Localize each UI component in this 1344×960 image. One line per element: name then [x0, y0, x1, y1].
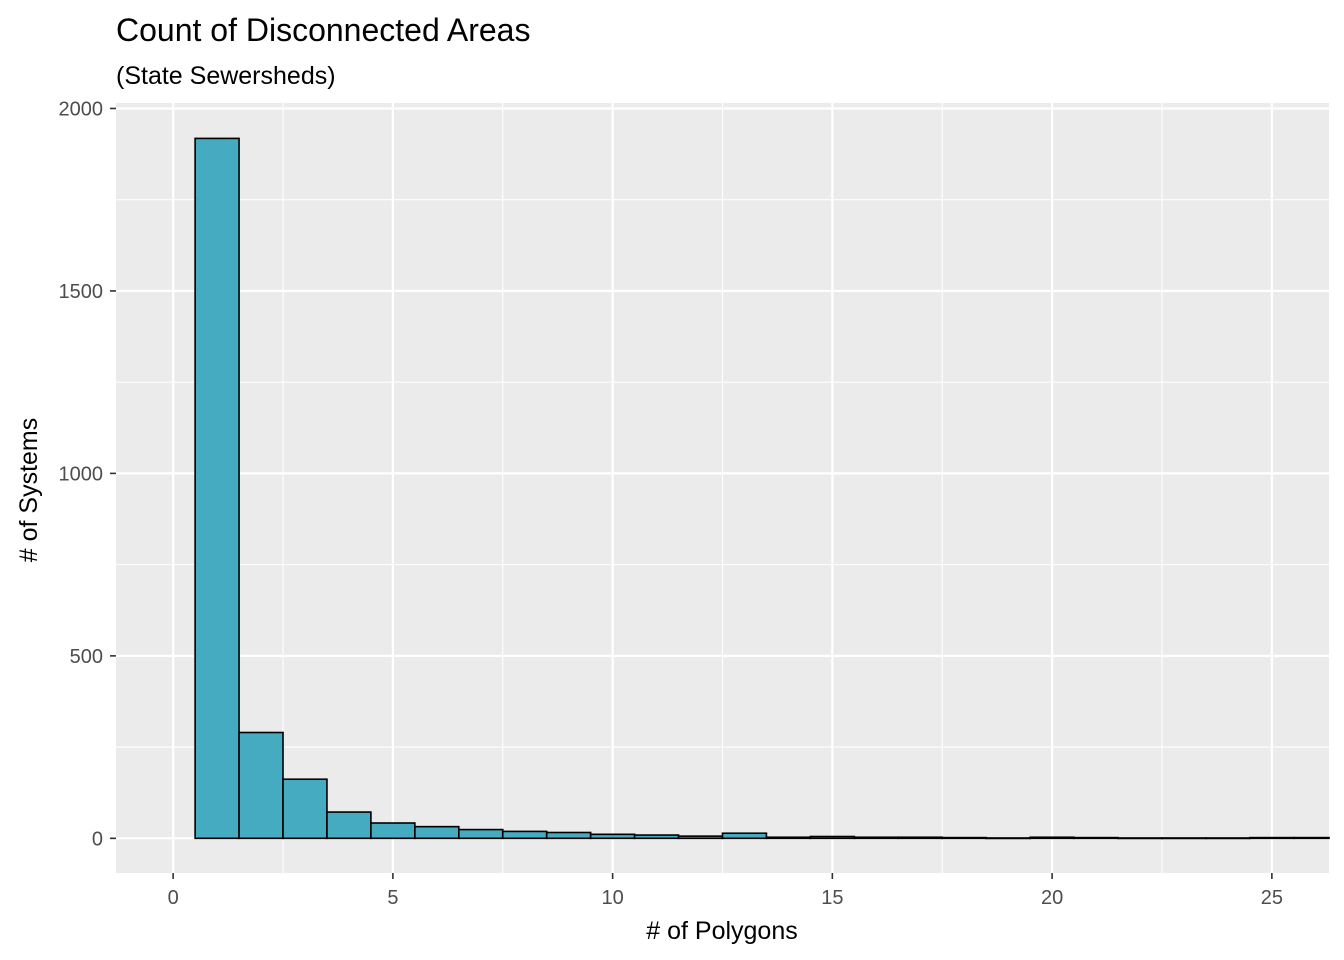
- histogram-bar: [897, 836, 944, 840]
- histogram-bar: [282, 778, 328, 840]
- histogram-bar: [1205, 837, 1251, 840]
- histogram-bar: [1029, 836, 1075, 840]
- minor-gridlines: [116, 103, 1329, 873]
- x-tick-label: 0: [168, 887, 179, 909]
- y-axis: 0 500 1000 1500 2000: [59, 98, 116, 850]
- y-tick-label: 1500: [59, 281, 104, 303]
- y-tick-label: 2000: [59, 98, 104, 120]
- histogram-bar: [985, 837, 1031, 840]
- histogram-bar: [501, 830, 548, 840]
- histogram-bar: [677, 835, 724, 840]
- y-tick-label: 1000: [59, 463, 104, 485]
- histogram-bar: [1073, 836, 1119, 840]
- chart-title: Count of Disconnected Areas: [116, 12, 530, 48]
- histogram-bars: [194, 137, 1330, 840]
- histogram-bar: [1117, 837, 1163, 840]
- x-tick-label: 15: [821, 887, 843, 909]
- histogram-bar: [853, 836, 900, 840]
- x-axis-title: # of Polygons: [646, 917, 798, 945]
- histogram-bar: [414, 825, 460, 840]
- histogram-bar: [589, 833, 636, 840]
- histogram-bar: [765, 836, 812, 840]
- x-tick-label: 5: [387, 887, 398, 909]
- histogram-bar: [458, 828, 504, 840]
- histogram-bar: [1249, 836, 1295, 840]
- x-tick-label: 10: [602, 887, 624, 909]
- histogram-bar: [326, 811, 372, 840]
- histogram-bar: [1293, 836, 1330, 840]
- histogram-bar: [809, 835, 856, 840]
- x-axis: 0 5 10 15 20 25: [168, 873, 1283, 909]
- histogram-bar: [633, 834, 680, 840]
- histogram-bar: [1161, 837, 1207, 840]
- histogram-bar: [545, 831, 592, 840]
- histogram-bar: [941, 836, 987, 840]
- histogram-bar: [370, 822, 416, 840]
- histogram-bar: [194, 137, 240, 840]
- y-axis-title: # of Systems: [15, 418, 43, 563]
- y-tick-label: 500: [70, 646, 103, 668]
- x-tick-label: 25: [1261, 887, 1283, 909]
- histogram-bar: [721, 832, 768, 840]
- y-tick-label: 0: [92, 828, 103, 850]
- histogram-bar: [238, 731, 284, 840]
- chart-subtitle: (State Sewersheds): [116, 62, 336, 90]
- x-tick-label: 20: [1041, 887, 1063, 909]
